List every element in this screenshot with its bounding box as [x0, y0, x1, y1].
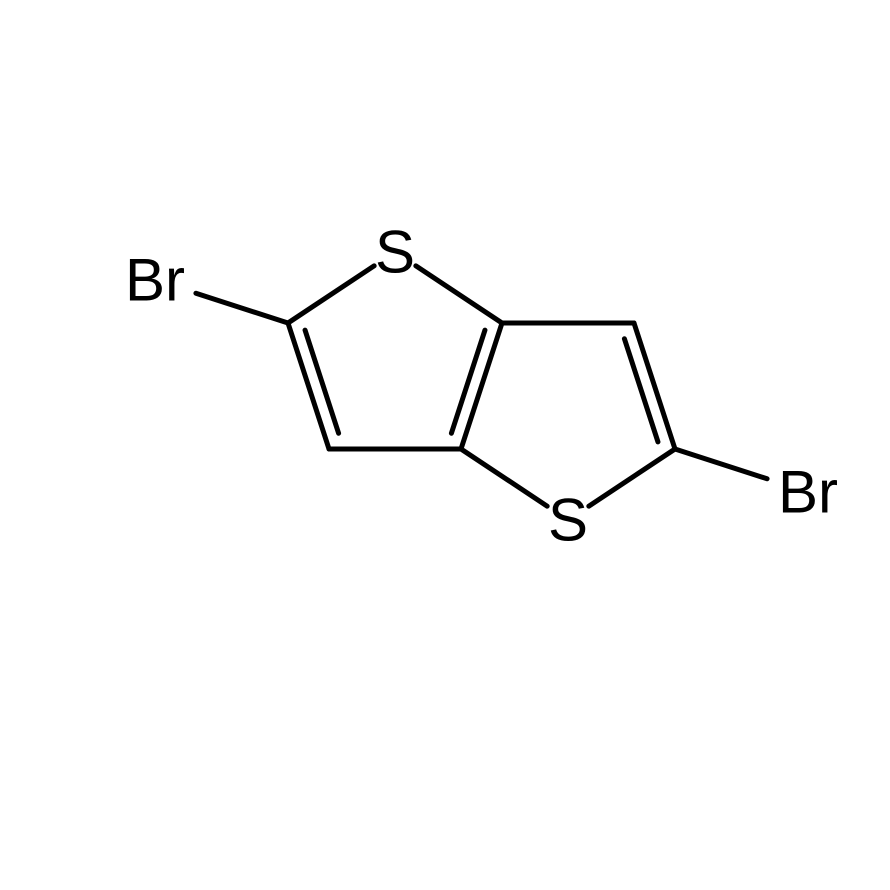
bond-line: [288, 266, 374, 323]
bond-line: [589, 449, 675, 506]
bonds-layer: [196, 266, 767, 506]
atom-label-s: S: [375, 219, 415, 286]
bond-line: [305, 330, 339, 433]
atom-label-s: S: [548, 487, 588, 554]
molecule-diagram: S S Br Br: [0, 0, 890, 890]
bond-line: [461, 449, 547, 506]
bond-line: [416, 266, 502, 323]
bond-line: [451, 330, 485, 433]
bond-line: [675, 449, 767, 479]
bond-line: [196, 293, 288, 323]
bond-line: [624, 339, 658, 442]
atom-label-br: Br: [125, 247, 185, 314]
atom-label-br: Br: [778, 459, 838, 526]
